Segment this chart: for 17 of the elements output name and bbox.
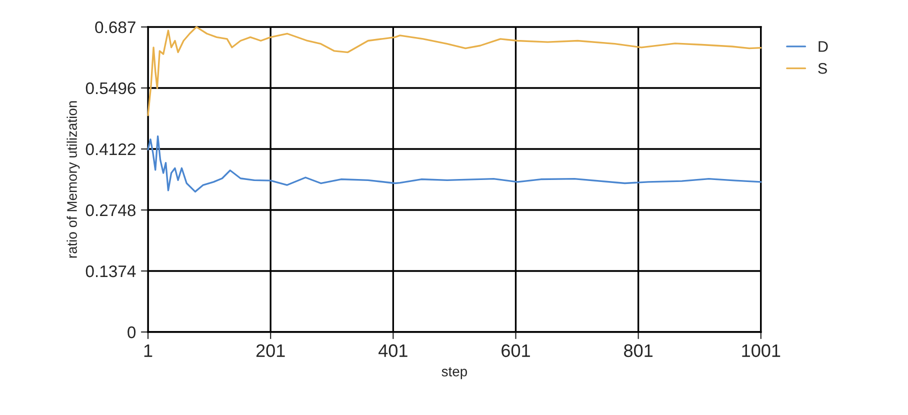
legend-label: S	[818, 63, 827, 74]
x-tick-label: 601	[502, 344, 530, 358]
y-tick-label: 0	[128, 326, 136, 338]
y-tick-label: 0.2748	[86, 204, 136, 216]
x-tick-label: 1	[144, 344, 152, 357]
x-tick-label: 801	[624, 344, 653, 358]
y-axis-title: ratio of Memory utilization	[66, 101, 80, 258]
x-tick-label: 401	[378, 344, 408, 358]
x-tick-label: 1001	[742, 344, 780, 358]
x-axis-title: step	[442, 367, 467, 380]
y-tick-label: 0.687	[95, 21, 136, 34]
x-tick-label: 201	[256, 344, 285, 358]
line-series	[147, 135, 762, 193]
legend-label: D	[818, 41, 828, 52]
y-tick-label: 0.4122	[86, 143, 136, 156]
y-tick-label: 0.1374	[86, 265, 136, 278]
y-tick-label: 0.5496	[86, 82, 136, 94]
